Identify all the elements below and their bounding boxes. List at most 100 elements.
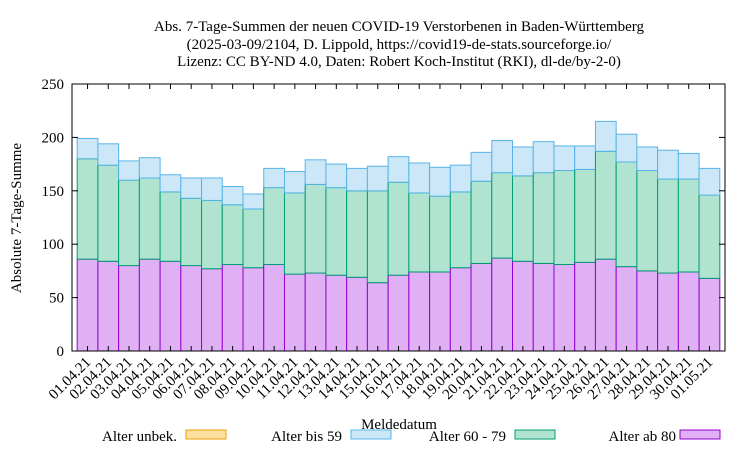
bar-alter-60-79-28.04.21 [636, 170, 659, 272]
bar-alter-ab-80-28.04.21 [636, 270, 659, 352]
bar-alter-bis-59-12.04.21 [304, 159, 327, 185]
bar-alter-ab-80-09.04.21 [242, 267, 265, 352]
bar-alter-ab-80-14.04.21 [346, 276, 368, 352]
bar-alter-bis-59-09.04.21 [242, 193, 265, 210]
bar-alter-ab-80-25.04.21 [574, 261, 596, 352]
bar-alter-ab-80-07.04.21 [201, 268, 223, 352]
bar-alter-bis-59-06.04.21 [180, 177, 203, 199]
bar-alter-60-79-26.04.21 [594, 150, 617, 260]
bar-alter-60-79-07.04.21 [201, 199, 223, 270]
bar-alter-60-79-01.05.21 [698, 194, 721, 279]
bar-alter-60-79-21.04.21 [491, 172, 514, 259]
bar-alter-bis-59-30.04.21 [677, 152, 700, 180]
bar-alter-ab-80-24.04.21 [553, 263, 576, 352]
bar-alter-ab-80-26.04.21 [594, 258, 617, 352]
legend-label: Alter unbek. [102, 429, 177, 445]
bar-alter-ab-80-21.04.21 [491, 257, 514, 352]
bar-alter-ab-80-08.04.21 [221, 263, 244, 352]
legend-label: Alter 60 - 79 [429, 429, 506, 445]
legend-swatch [679, 429, 721, 440]
bar-alter-ab-80-16.04.21 [387, 274, 410, 352]
bar-alter-60-79-24.04.21 [553, 170, 576, 265]
bar-alter-60-79-06.04.21 [180, 197, 203, 267]
bar-alter-60-79-14.04.21 [346, 190, 368, 278]
bar-alter-ab-80-29.04.21 [657, 272, 679, 352]
bar-alter-bis-59-24.04.21 [553, 145, 576, 172]
bar-alter-ab-80-30.04.21 [677, 271, 700, 352]
bar-alter-bis-59-01.04.21 [76, 137, 99, 160]
x-axis-label: Meldedatum [361, 417, 437, 433]
bar-alter-ab-80-12.04.21 [304, 272, 327, 352]
y-tick-label: 0 [57, 344, 65, 360]
bar-alter-bis-59-08.04.21 [221, 186, 244, 206]
bar-alter-ab-80-17.04.21 [408, 271, 431, 352]
bar-alter-ab-80-04.04.21 [138, 258, 161, 352]
bar-alter-60-79-27.04.21 [615, 161, 638, 268]
bar-alter-60-79-18.04.21 [429, 195, 451, 273]
bar-alter-60-79-20.04.21 [470, 180, 493, 264]
bar-alter-ab-80-01.04.21 [76, 258, 99, 352]
title-line-1: Abs. 7-Tage-Summen der neuen COVID-19 Ve… [154, 19, 644, 35]
bar-alter-60-79-29.04.21 [657, 178, 679, 274]
bar-alter-bis-59-18.04.21 [429, 166, 451, 197]
bar-alter-bis-59-26.04.21 [594, 120, 617, 152]
bar-alter-bis-59-07.04.21 [201, 177, 223, 201]
chart-title: Abs. 7-Tage-Summen der neuen COVID-19 Ve… [154, 19, 644, 70]
bar-alter-bis-59-19.04.21 [449, 164, 472, 193]
bar-alter-ab-80-02.04.21 [97, 260, 120, 352]
bar-alter-60-79-17.04.21 [408, 192, 431, 273]
bar-alter-60-79-13.04.21 [325, 187, 348, 276]
bar-alter-60-79-04.04.21 [138, 177, 161, 260]
bar-alter-ab-80-11.04.21 [283, 273, 306, 352]
bar-alter-bis-59-05.04.21 [159, 174, 182, 193]
title-line-3: Lizenz: CC BY-ND 4.0, Daten: Robert Koch… [177, 54, 621, 70]
legend-label: Alter ab 80 [609, 429, 676, 445]
legend-swatch [185, 429, 227, 440]
bar-alter-60-79-02.04.21 [97, 164, 120, 262]
bar-alter-bis-59-03.04.21 [118, 160, 140, 181]
bar-alter-60-79-25.04.21 [574, 168, 596, 263]
y-tick-label: 200 [42, 130, 65, 146]
legend-label: Alter bis 59 [271, 429, 342, 445]
bar-alter-60-79-10.04.21 [263, 187, 285, 266]
y-tick-label: 100 [42, 237, 65, 253]
bar-alter-60-79-08.04.21 [221, 204, 244, 265]
bar-alter-ab-80-10.04.21 [263, 263, 285, 352]
bar-alter-ab-80-19.04.21 [449, 267, 472, 352]
legend-swatch [514, 429, 556, 440]
title-line-2: (2025-03-09/2104, D. Lippold, https://co… [187, 37, 612, 53]
bar-alter-ab-80-18.04.21 [429, 271, 451, 352]
bar-alter-ab-80-15.04.21 [366, 282, 389, 352]
bar-alter-bis-59-13.04.21 [325, 163, 348, 189]
bar-alter-ab-80-01.05.21 [698, 277, 721, 352]
bar-alter-bis-59-14.04.21 [346, 167, 368, 192]
bar-alter-bis-59-20.04.21 [470, 151, 493, 182]
bar-alter-bis-59-15.04.21 [366, 165, 389, 192]
bar-alter-bis-59-04.04.21 [138, 157, 161, 179]
bar-alter-ab-80-23.04.21 [532, 262, 555, 352]
bar-alter-60-79-12.04.21 [304, 183, 327, 274]
bar-alter-60-79-23.04.21 [532, 172, 555, 264]
bar-alter-bis-59-29.04.21 [657, 149, 679, 180]
bar-alter-ab-80-05.04.21 [159, 260, 182, 352]
bar-alter-ab-80-06.04.21 [180, 265, 203, 352]
bar-alter-bis-59-22.04.21 [512, 146, 534, 177]
bar-alter-60-79-15.04.21 [366, 190, 389, 284]
bar-alter-60-79-01.04.21 [76, 158, 99, 260]
bar-alter-bis-59-23.04.21 [532, 141, 555, 174]
bar-alter-bis-59-16.04.21 [387, 156, 410, 183]
y-tick-label: 150 [42, 184, 65, 200]
bar-alter-bis-59-28.04.21 [636, 146, 659, 172]
y-tick-label: 250 [42, 77, 65, 93]
bar-alter-60-79-30.04.21 [677, 178, 700, 273]
bar-alter-60-79-19.04.21 [449, 191, 472, 269]
bar-alter-bis-59-10.04.21 [263, 167, 285, 189]
bar-alter-60-79-16.04.21 [387, 181, 410, 276]
bar-alter-ab-80-22.04.21 [512, 260, 534, 352]
bar-alter-bis-59-01.05.21 [698, 167, 721, 196]
bar-alter-60-79-22.04.21 [512, 175, 534, 262]
bar-alter-bis-59-11.04.21 [283, 171, 306, 194]
bar-alter-bis-59-21.04.21 [491, 140, 514, 174]
bar-alter-ab-80-13.04.21 [325, 274, 348, 352]
